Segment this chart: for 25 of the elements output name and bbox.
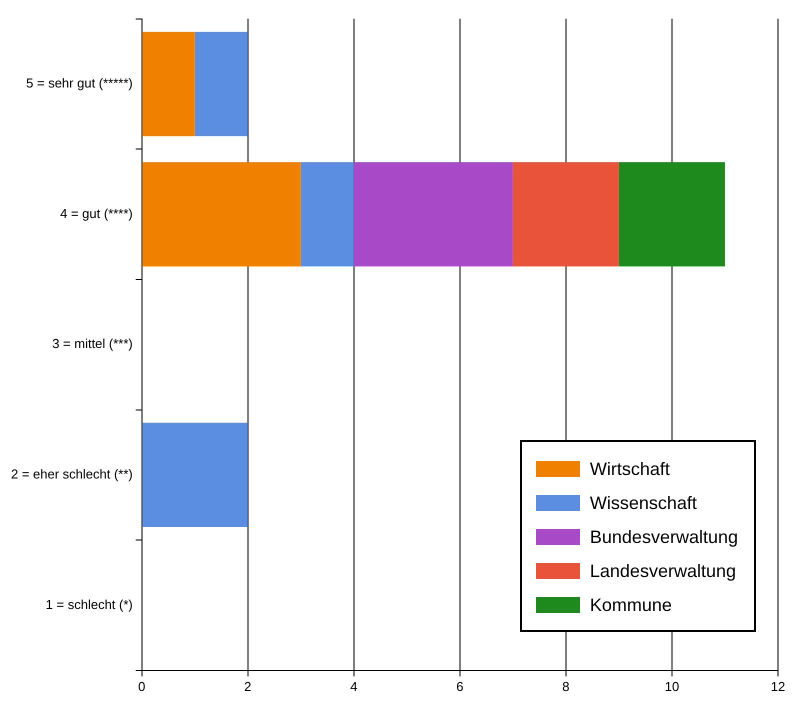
- bar: [142, 422, 248, 528]
- x-tick-label: 2: [244, 678, 252, 694]
- bar: [618, 162, 725, 266]
- bar: [512, 162, 619, 266]
- legend-label: Bundesverwaltung: [590, 526, 738, 548]
- bar: [142, 162, 301, 266]
- x-tick-label: 4: [350, 678, 358, 694]
- y-tick-label: 4 = gut (****): [60, 206, 133, 221]
- x-tick-label: 6: [456, 678, 464, 694]
- bar: [300, 162, 354, 266]
- legend-label: Landesverwaltung: [590, 560, 736, 582]
- legend-label: Kommune: [590, 594, 672, 616]
- bar: [194, 32, 248, 136]
- y-tick-label: 2 = eher schlecht (**): [10, 466, 133, 482]
- legend-label: Wissenschaft: [590, 492, 697, 514]
- y-tick-label: 5 = sehr gut (*****): [26, 76, 133, 91]
- y-tick-label: 1 = schlecht (*): [46, 596, 133, 612]
- x-tick-label: 12: [770, 678, 786, 694]
- bar: [142, 32, 195, 136]
- legend-label: Wirtschaft: [590, 458, 670, 480]
- bar: [354, 162, 513, 266]
- y-tick-label: 3 = mittel (***): [52, 336, 133, 352]
- x-tick-label: 0: [138, 678, 146, 694]
- x-tick-label: 8: [562, 678, 570, 694]
- x-tick-label: 10: [664, 678, 680, 694]
